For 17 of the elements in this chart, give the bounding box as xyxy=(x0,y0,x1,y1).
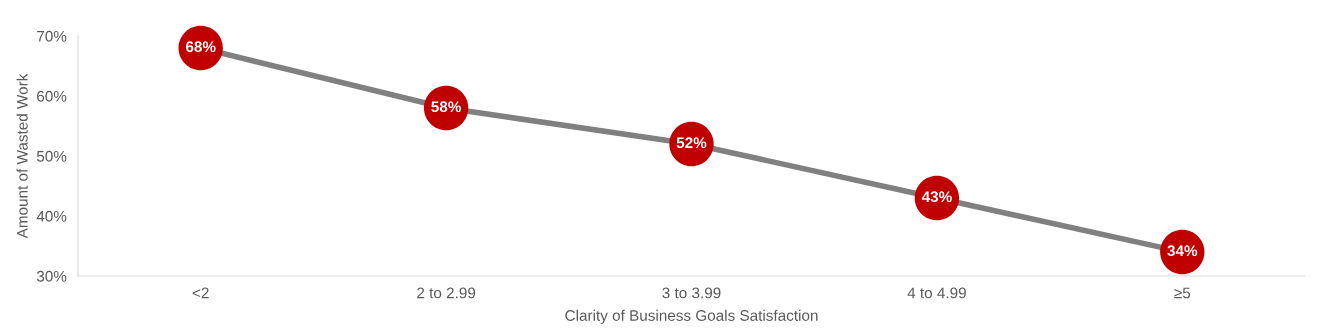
y-axis-title: Amount of Wasted Work xyxy=(16,73,28,239)
y-tick-label: 70% xyxy=(37,30,67,42)
x-tick-label: 2 to 2.99 xyxy=(417,287,476,299)
y-tick-label: 50% xyxy=(36,150,67,162)
data-label: 58% xyxy=(431,101,461,113)
y-tick-label: 30% xyxy=(36,270,67,282)
x-tick-label: ≥5 xyxy=(1174,287,1191,299)
x-tick-label: 3 to 3.99 xyxy=(662,287,721,299)
data-label: 52% xyxy=(676,137,707,149)
data-label: 68% xyxy=(185,41,216,53)
x-tick-label: <2 xyxy=(192,287,209,299)
y-tick-label: 60% xyxy=(37,90,67,102)
y-tick-label: 40% xyxy=(36,210,67,222)
data-label: 34% xyxy=(1167,245,1198,257)
x-tick-label: 4 to 4.99 xyxy=(907,287,966,299)
x-axis-title: Clarity of Business Goals Satisfaction xyxy=(565,309,818,324)
data-label: 43% xyxy=(921,191,952,203)
